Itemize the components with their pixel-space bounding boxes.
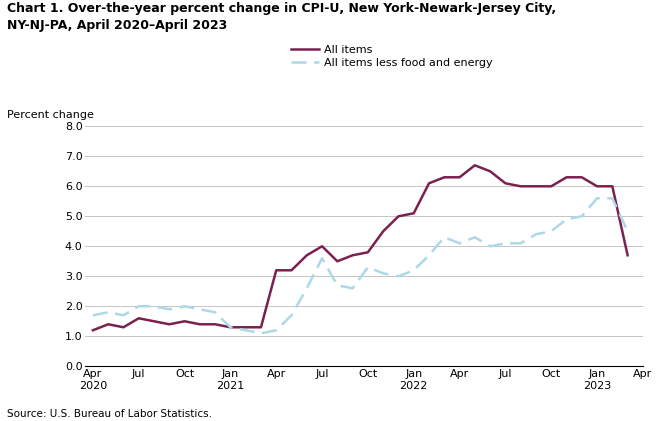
All items <box>578 175 586 180</box>
All items <box>532 184 540 189</box>
All items less food and energy <box>180 304 188 309</box>
All items <box>379 229 387 234</box>
All items <box>410 211 418 216</box>
All items less food and energy <box>165 307 173 312</box>
All items less food and energy <box>196 307 204 312</box>
All items less food and energy <box>272 328 280 333</box>
All items <box>242 325 250 330</box>
All items <box>517 184 525 189</box>
All items less food and energy <box>303 286 311 291</box>
All items <box>624 253 632 258</box>
Legend: All items, All items less food and energy: All items, All items less food and energ… <box>287 41 497 72</box>
All items <box>104 322 112 327</box>
All items less food and energy <box>226 325 234 330</box>
All items <box>486 169 494 174</box>
All items <box>608 184 616 189</box>
Text: Source: U.S. Bureau of Labor Statistics.: Source: U.S. Bureau of Labor Statistics. <box>7 409 211 419</box>
Text: NY-NJ-PA, April 2020–April 2023: NY-NJ-PA, April 2020–April 2023 <box>7 19 227 32</box>
All items <box>333 259 341 264</box>
All items less food and energy <box>624 229 632 234</box>
Text: Chart 1. Over-the-year percent change in CPI-U, New York-Newark-Jersey City,: Chart 1. Over-the-year percent change in… <box>7 2 556 15</box>
All items <box>394 214 402 219</box>
All items less food and energy <box>593 196 601 201</box>
All items <box>471 163 479 168</box>
All items <box>318 244 326 249</box>
All items less food and energy <box>119 313 127 318</box>
All items <box>165 322 173 327</box>
All items less food and energy <box>89 313 97 318</box>
Line: All items: All items <box>93 165 628 330</box>
All items less food and energy <box>410 268 418 273</box>
All items <box>364 250 372 255</box>
All items <box>287 268 295 273</box>
All items less food and energy <box>456 241 464 246</box>
All items <box>593 184 601 189</box>
All items <box>547 184 555 189</box>
All items <box>119 325 127 330</box>
All items less food and energy <box>471 235 479 240</box>
All items less food and energy <box>333 283 341 288</box>
All items less food and energy <box>517 241 525 246</box>
All items less food and energy <box>104 310 112 315</box>
All items <box>440 175 448 180</box>
All items less food and energy <box>578 214 586 219</box>
All items <box>456 175 464 180</box>
All items less food and energy <box>135 304 143 309</box>
All items <box>226 325 234 330</box>
All items <box>425 181 433 186</box>
All items <box>89 328 97 333</box>
All items <box>349 253 357 258</box>
Text: Percent change: Percent change <box>7 110 93 120</box>
All items <box>272 268 280 273</box>
All items less food and energy <box>425 253 433 258</box>
All items less food and energy <box>394 274 402 279</box>
All items less food and energy <box>532 232 540 237</box>
All items <box>303 253 311 258</box>
All items less food and energy <box>501 241 509 246</box>
All items less food and energy <box>379 271 387 276</box>
All items less food and energy <box>287 313 295 318</box>
All items <box>563 175 571 180</box>
All items less food and energy <box>150 304 158 309</box>
All items <box>135 316 143 321</box>
All items <box>150 319 158 324</box>
All items less food and energy <box>211 310 219 315</box>
All items less food and energy <box>563 217 571 222</box>
All items <box>257 325 265 330</box>
All items less food and energy <box>364 265 372 270</box>
All items less food and energy <box>318 256 326 261</box>
All items less food and energy <box>486 244 494 249</box>
All items less food and energy <box>440 235 448 240</box>
All items less food and energy <box>242 328 250 333</box>
All items less food and energy <box>547 229 555 234</box>
All items <box>211 322 219 327</box>
All items <box>180 319 188 324</box>
All items less food and energy <box>257 331 265 336</box>
All items <box>501 181 509 186</box>
All items less food and energy <box>608 196 616 201</box>
All items <box>196 322 204 327</box>
All items less food and energy <box>349 286 357 291</box>
Line: All items less food and energy: All items less food and energy <box>93 198 628 333</box>
